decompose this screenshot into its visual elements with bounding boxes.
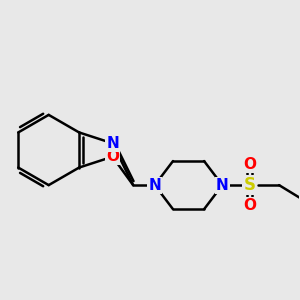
Text: N: N	[216, 178, 229, 193]
Text: O: O	[106, 149, 119, 164]
Text: N: N	[148, 178, 161, 193]
Text: S: S	[243, 176, 255, 194]
Text: N: N	[106, 136, 119, 151]
Text: O: O	[243, 198, 256, 213]
Text: O: O	[243, 158, 256, 172]
